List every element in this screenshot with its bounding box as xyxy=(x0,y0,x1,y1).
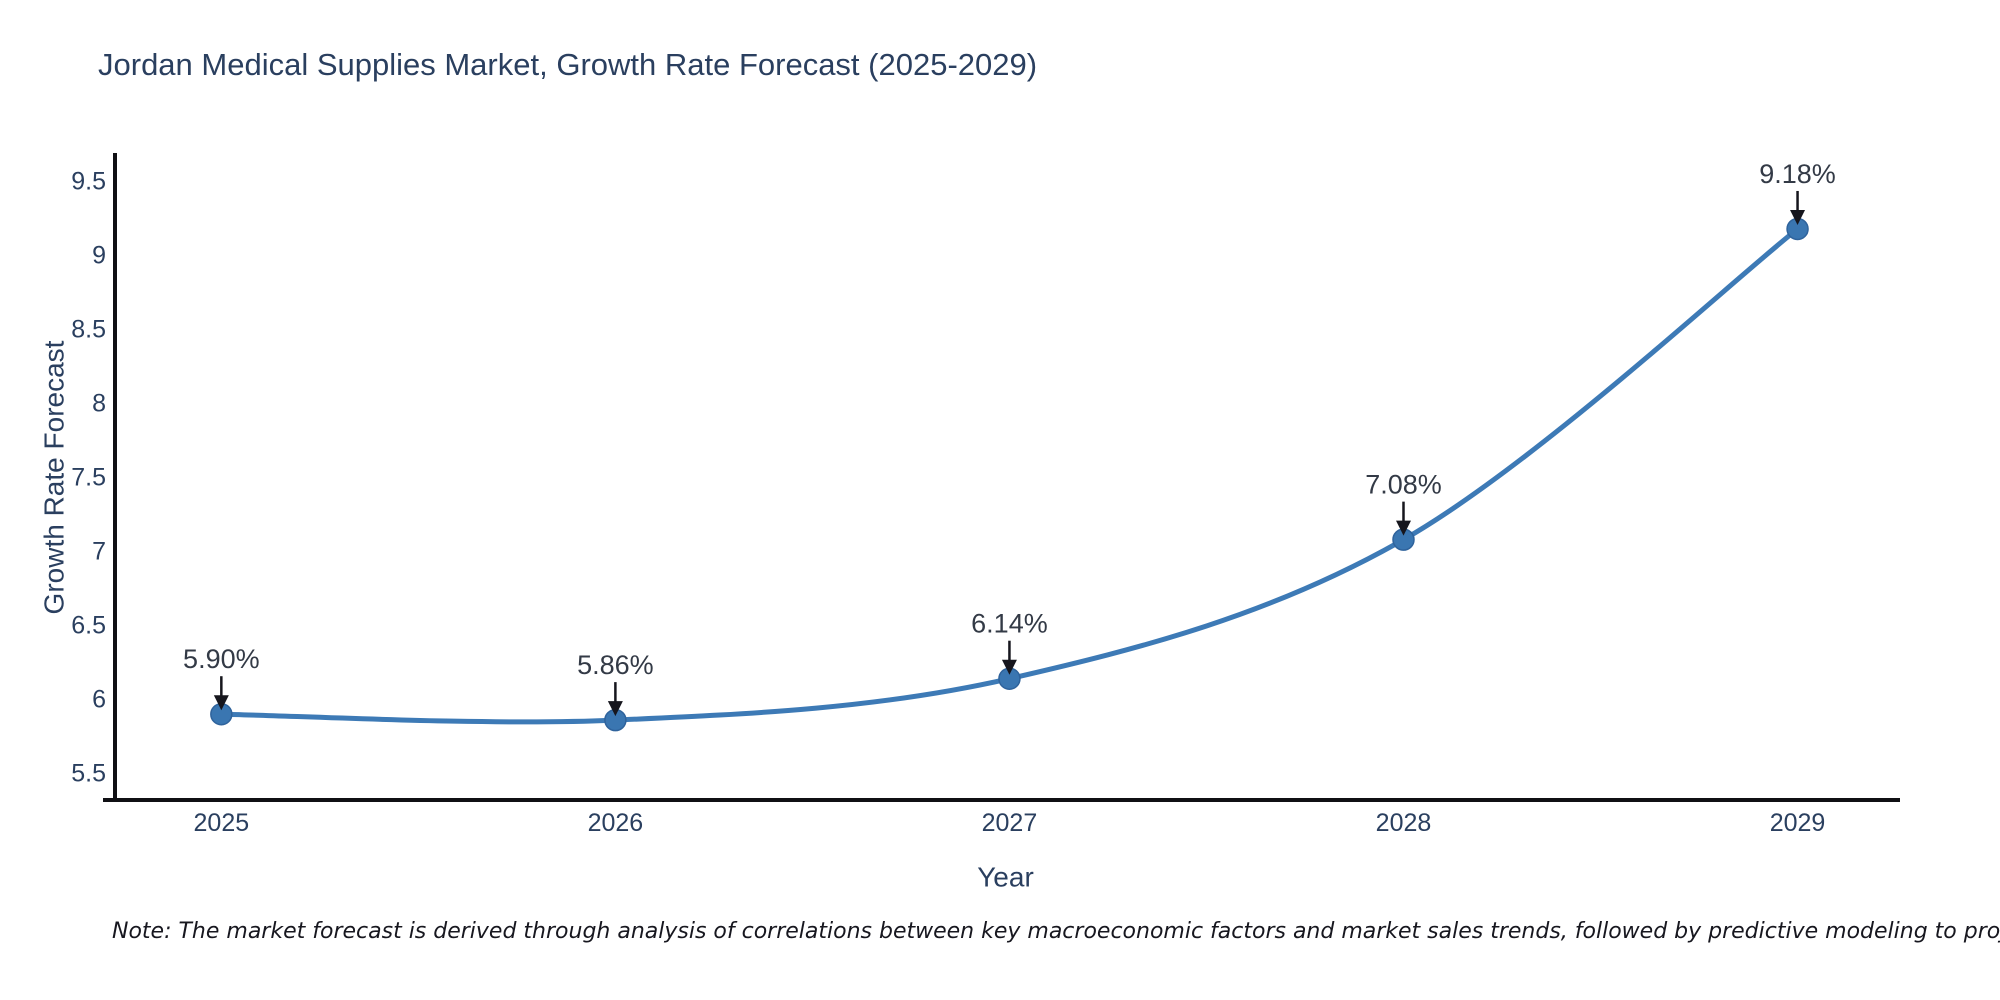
data-point-label: 7.08% xyxy=(1365,470,1442,500)
y-tick-label: 8.5 xyxy=(71,316,106,344)
forecast-line xyxy=(218,226,1801,725)
y-tick-label: 9 xyxy=(92,242,106,270)
y-tick-label: 5.5 xyxy=(71,759,106,787)
annotation-arrowhead xyxy=(1790,209,1806,225)
y-tick-label: 9.5 xyxy=(71,168,106,196)
y-tick-label: 6 xyxy=(92,685,106,713)
x-axis-title: Year xyxy=(977,862,1034,893)
x-tick-label: 2028 xyxy=(1376,809,1432,837)
x-tick-label: 2027 xyxy=(982,809,1038,837)
data-point-label: 6.14% xyxy=(971,609,1048,639)
y-tick-label: 7 xyxy=(92,537,106,565)
x-tick-label: 2029 xyxy=(1770,809,1826,837)
annotation-arrowhead xyxy=(213,695,229,711)
annotation-arrowhead xyxy=(1395,520,1411,536)
y-tick-label: 8 xyxy=(92,390,106,418)
y-tick-label: 6.5 xyxy=(71,611,106,639)
chart-title: Jordan Medical Supplies Market, Growth R… xyxy=(98,47,1038,82)
y-tick-label: 7.5 xyxy=(71,464,106,492)
data-point-label: 5.86% xyxy=(577,650,654,680)
footnote: Note: The market forecast is derived thr… xyxy=(112,919,2000,944)
data-point-label: 5.90% xyxy=(183,644,260,674)
data-point-label: 9.18% xyxy=(1759,159,1836,189)
annotation-arrowhead xyxy=(1001,659,1017,675)
annotation-arrowhead xyxy=(607,701,623,717)
x-tick-label: 2026 xyxy=(588,809,644,837)
x-tick-label: 2025 xyxy=(194,809,250,837)
y-axis-title: Growth Rate Forecast xyxy=(39,340,70,614)
